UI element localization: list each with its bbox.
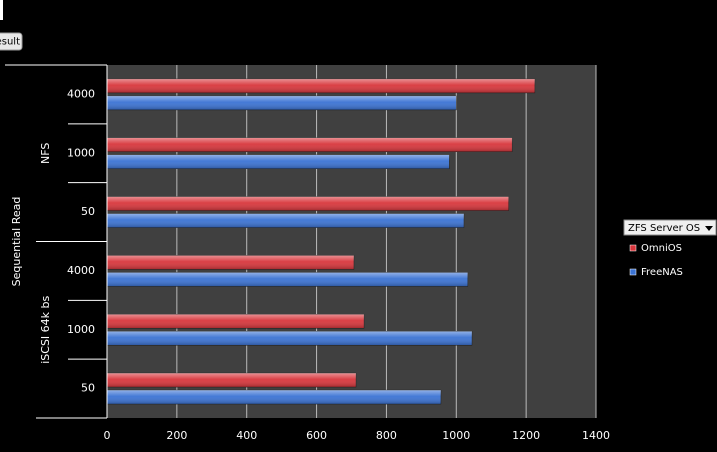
- bar-shine: [107, 196, 509, 211]
- bar-shine: [107, 213, 464, 228]
- group-label: iSCSI 64k bs: [39, 295, 52, 363]
- legend-dropdown[interactable]: [623, 219, 717, 236]
- outer-label: Sequential Read: [10, 197, 23, 287]
- y-tick-label: 50: [81, 205, 95, 218]
- legend-swatch: [629, 268, 637, 276]
- bar-shine: [107, 255, 354, 270]
- bar-shine: [107, 373, 357, 388]
- legend-label: OmniOS: [641, 243, 682, 254]
- x-tick-label: 600: [306, 429, 327, 442]
- x-tick-label: 1200: [512, 429, 540, 442]
- field-button[interactable]: [0, 32, 23, 51]
- bar-shine: [107, 137, 513, 152]
- y-tick-label: 1000: [67, 146, 95, 159]
- x-tick-label: 1400: [582, 429, 610, 442]
- legend-title: ZFS Server OS: [628, 223, 700, 234]
- plot: 0 200 400 600 800 1000 1200 1400 4000 1000 50 NFS 40…: [5, 64, 610, 442]
- bar-shine: [107, 390, 441, 405]
- x-tick-label: 800: [376, 429, 397, 442]
- x-tick-label: 1000: [442, 429, 470, 442]
- plot-area: [107, 65, 596, 418]
- legend-swatch: [629, 244, 637, 252]
- x-tick-label: 400: [236, 429, 257, 442]
- x-tick-label: 0: [104, 429, 111, 442]
- dropdown-arrow: [705, 226, 713, 231]
- legend-label: FreeNAS: [641, 267, 683, 278]
- bar-shine: [107, 78, 535, 93]
- field-button-label: esult: [0, 37, 20, 48]
- bar-shine: [107, 314, 365, 329]
- y-tick-label: 50: [81, 382, 95, 395]
- bar-shine: [107, 272, 468, 287]
- y-tick-label: 4000: [67, 264, 95, 277]
- bar-shine: [107, 331, 473, 346]
- group-label: NFS: [39, 143, 52, 164]
- bar-shine: [107, 154, 450, 169]
- y-tick-label: 4000: [67, 87, 95, 100]
- bar-shine: [107, 95, 457, 110]
- y-tick-label: 1000: [67, 323, 95, 336]
- x-tick-label: 200: [166, 429, 187, 442]
- field-button-edge: [0, 0, 3, 20]
